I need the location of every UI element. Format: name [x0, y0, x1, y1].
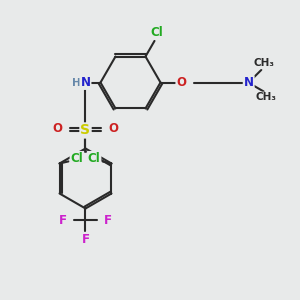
- Text: F: F: [82, 233, 89, 246]
- Text: F: F: [59, 214, 67, 227]
- Text: Cl: Cl: [151, 26, 163, 39]
- Text: CH₃: CH₃: [256, 92, 277, 103]
- Text: O: O: [52, 122, 62, 136]
- Text: F: F: [104, 214, 112, 227]
- Text: N: N: [80, 76, 91, 89]
- Text: N: N: [244, 76, 254, 89]
- Text: H: H: [71, 77, 80, 88]
- Text: O: O: [109, 122, 119, 136]
- Text: O: O: [176, 76, 187, 89]
- Text: S: S: [80, 124, 91, 137]
- Text: CH₃: CH₃: [253, 58, 274, 68]
- Text: Cl: Cl: [88, 152, 100, 165]
- Text: Cl: Cl: [70, 152, 83, 165]
